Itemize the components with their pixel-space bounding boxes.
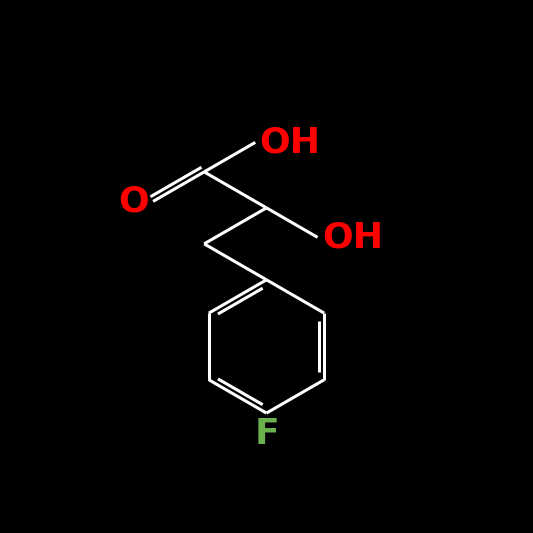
- Text: F: F: [254, 417, 279, 451]
- Text: O: O: [118, 184, 149, 219]
- Text: OH: OH: [322, 220, 383, 254]
- Text: OH: OH: [260, 125, 321, 159]
